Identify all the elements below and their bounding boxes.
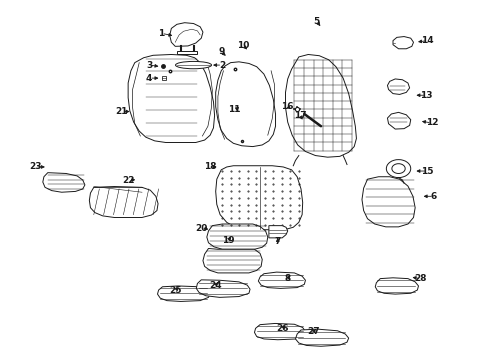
Text: 10: 10: [237, 41, 249, 50]
Text: 20: 20: [195, 224, 207, 233]
Text: 24: 24: [209, 281, 222, 290]
Polygon shape: [374, 278, 418, 294]
Polygon shape: [386, 112, 410, 129]
Text: 13: 13: [419, 91, 431, 100]
Text: 6: 6: [430, 192, 436, 201]
Polygon shape: [162, 76, 165, 80]
Polygon shape: [128, 54, 214, 143]
Text: 4: 4: [146, 74, 152, 83]
Text: 22: 22: [122, 176, 134, 185]
Polygon shape: [177, 51, 197, 54]
Polygon shape: [89, 186, 158, 217]
Polygon shape: [215, 166, 302, 230]
Polygon shape: [268, 226, 287, 238]
Text: 1: 1: [158, 29, 164, 38]
Text: 26: 26: [275, 324, 288, 333]
Polygon shape: [285, 54, 356, 157]
Text: 2: 2: [219, 60, 225, 69]
Text: 28: 28: [414, 274, 426, 283]
Text: 27: 27: [307, 327, 320, 336]
Text: 21: 21: [115, 107, 127, 116]
Text: 25: 25: [169, 286, 181, 295]
Ellipse shape: [175, 62, 211, 69]
Text: 5: 5: [313, 17, 319, 26]
Text: 18: 18: [203, 162, 216, 171]
Polygon shape: [206, 224, 267, 249]
Polygon shape: [43, 173, 85, 192]
Text: 11: 11: [228, 105, 240, 114]
Polygon shape: [196, 280, 249, 297]
Text: 14: 14: [420, 36, 433, 45]
Text: 19: 19: [221, 236, 234, 245]
Polygon shape: [215, 62, 275, 147]
Polygon shape: [361, 177, 414, 227]
Text: 23: 23: [29, 162, 41, 171]
Polygon shape: [203, 248, 262, 273]
Text: 15: 15: [420, 167, 433, 176]
Text: 8: 8: [284, 274, 290, 283]
Polygon shape: [258, 272, 305, 288]
Text: 17: 17: [293, 111, 305, 120]
Text: 9: 9: [218, 47, 224, 56]
Text: 3: 3: [146, 60, 152, 69]
Polygon shape: [295, 329, 348, 346]
Polygon shape: [254, 323, 305, 340]
Text: 7: 7: [274, 238, 281, 247]
Text: 12: 12: [425, 118, 437, 127]
Polygon shape: [392, 37, 413, 49]
Polygon shape: [386, 79, 409, 94]
Polygon shape: [169, 23, 203, 46]
Polygon shape: [157, 286, 210, 301]
Text: 16: 16: [281, 102, 293, 111]
